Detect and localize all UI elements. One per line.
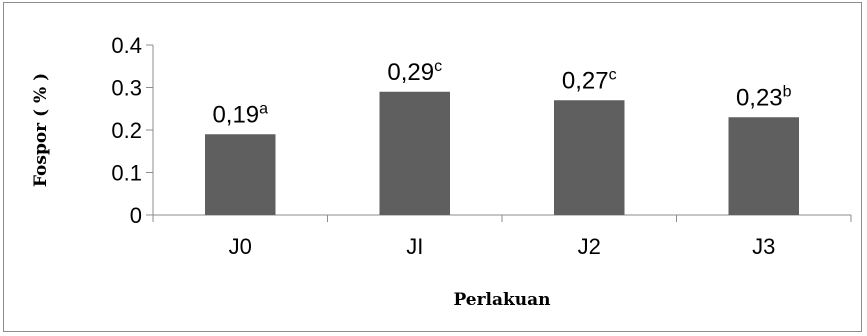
- bar: [205, 134, 276, 215]
- y-tick-label: 0: [130, 203, 142, 228]
- x-tick-label: J3: [752, 234, 775, 259]
- y-tick-label: 0.2: [111, 118, 142, 143]
- data-label-value: 0,23: [736, 84, 783, 111]
- data-label: 0,27c: [562, 66, 617, 94]
- y-axis-title: Fospor ( % ): [31, 73, 51, 187]
- bar: [728, 117, 799, 215]
- data-label-superscript: c: [434, 58, 442, 75]
- bars: [205, 91, 799, 215]
- x-tick-label: J2: [578, 234, 601, 259]
- bar: [379, 91, 450, 215]
- x-axis-ticks: J0 JI J2 J3: [152, 215, 852, 259]
- data-label-superscript: a: [259, 100, 268, 117]
- y-axis-ticks: 0 0.1 0.2 0.3 0.4: [111, 33, 153, 228]
- bar: [554, 100, 625, 215]
- data-label-value: 0,19: [212, 101, 259, 128]
- data-label-superscript: c: [609, 66, 617, 83]
- x-tick-label: JI: [406, 234, 423, 259]
- data-label: 0,29c: [387, 58, 442, 86]
- x-axis-title: Perlakuan: [453, 290, 550, 310]
- data-label: 0,23b: [736, 83, 792, 111]
- y-tick-label: 0.1: [111, 161, 142, 186]
- y-tick-label: 0.3: [111, 76, 142, 101]
- data-label-value: 0,29: [387, 59, 434, 86]
- data-label-value: 0,27: [562, 67, 609, 94]
- data-label-superscript: b: [783, 83, 792, 100]
- x-tick-label: J0: [229, 234, 252, 259]
- data-label: 0,19a: [212, 100, 268, 128]
- y-tick-label: 0.4: [111, 33, 142, 58]
